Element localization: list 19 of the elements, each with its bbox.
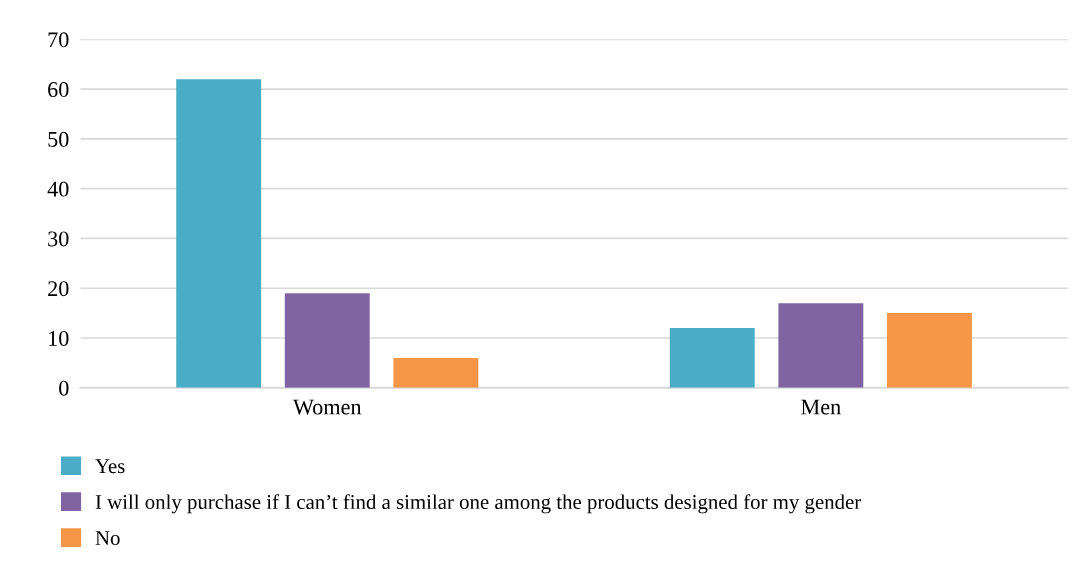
bar: [669, 328, 755, 388]
y-tick-label: 0: [59, 380, 69, 396]
y-tick-label: 30: [48, 231, 69, 247]
bar: [393, 357, 479, 388]
legend-label: I will only purchase if I can’t find a similar one among the products designed for my gender: [95, 494, 862, 514]
bar: [778, 303, 864, 388]
y-tick-label: 10: [49, 330, 69, 346]
y-tick-label: 40: [47, 181, 69, 197]
legend-label: No: [95, 531, 120, 545]
legend-label: Yes: [95, 459, 125, 474]
bar: [284, 293, 370, 388]
y-tick-label: 20: [48, 281, 69, 297]
bar: [176, 79, 262, 388]
x-tick-label: Women: [293, 399, 362, 415]
y-tick-label: 50: [48, 131, 69, 147]
y-tick-label: 70: [48, 32, 69, 48]
bar: [886, 313, 972, 388]
y-tick-label: 60: [48, 82, 69, 98]
x-tick-label: Men: [801, 399, 841, 415]
